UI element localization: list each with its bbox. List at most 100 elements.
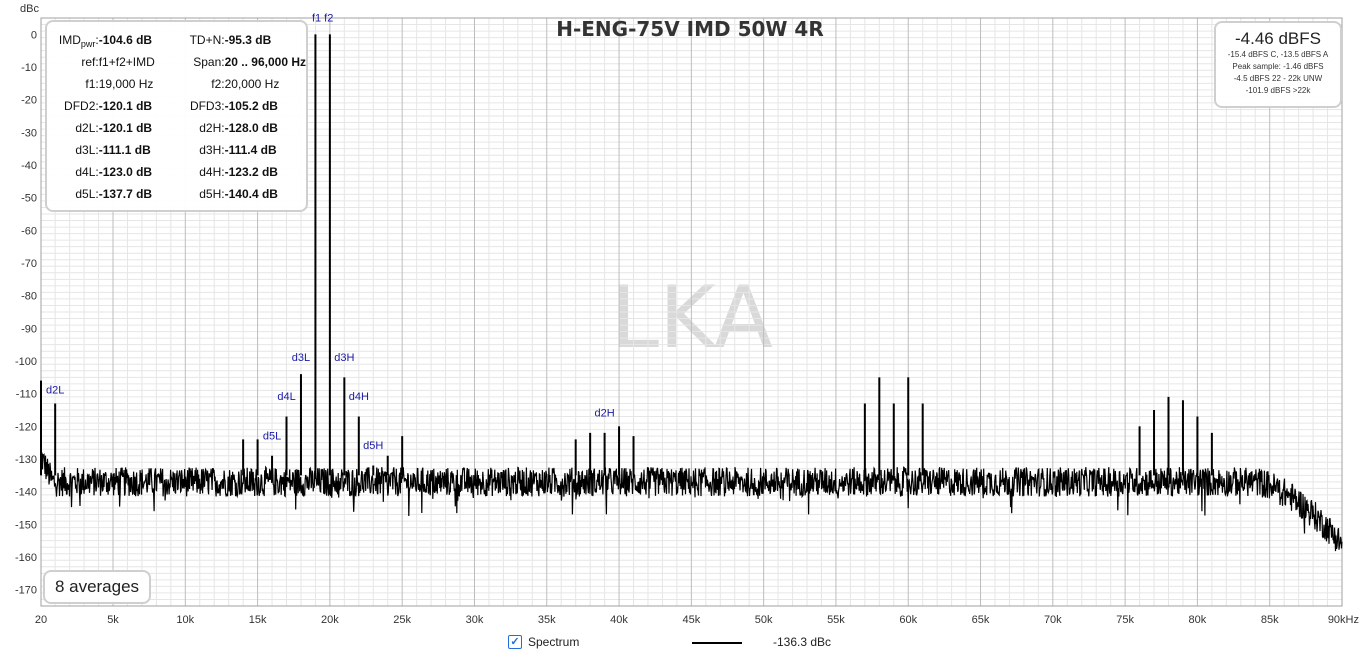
level-line-2: Peak sample: -1.46 dBFS (1232, 62, 1324, 71)
imd-value: -111.4 dB (224, 143, 277, 157)
spectrum-checkbox[interactable]: ✓ (508, 635, 522, 649)
imd-row: ref: f1+f2+IMD Span: 20 .. 96,000 Hz (51, 51, 306, 73)
legend: ✓ Spectrum -136.3 dBc (0, 632, 1362, 652)
y-tick-label: -10 (21, 62, 37, 74)
level-main-value: -4.46 dBFS (1235, 29, 1321, 48)
imd-label: DFD3: (189, 99, 225, 113)
imd-label: d5H: (199, 187, 225, 201)
level-line-1: -15.4 dBFS C, -13.5 dBFS A (1227, 50, 1329, 59)
imd-value: -120.1 dB (98, 121, 153, 135)
imd-value: -123.2 dB (224, 165, 278, 179)
imd-row: f1: 19,000 Hz f2: 20,000 Hz (51, 73, 306, 95)
y-tick-label: -20 (21, 95, 37, 107)
peak-annotation: d3L (292, 352, 310, 364)
y-tick-label: -170 (15, 585, 37, 597)
y-tick-label: -30 (21, 127, 37, 139)
imd-results-panel: IMDpwr: -104.6 dB TD+N: -95.3 dB ref: f1+f2+I… (45, 20, 308, 212)
x-tick-label: 20 (35, 614, 47, 626)
y-tick-label: -80 (21, 291, 37, 303)
imd-label: d3H: (199, 143, 225, 157)
imd-label: d4L: (75, 165, 99, 179)
imd-value: -137.7 dB (98, 187, 153, 201)
imd-row: IMDpwr: -104.6 dB TD+N: -95.3 dB (51, 29, 306, 51)
x-tick-label: 40k (610, 614, 628, 626)
x-tick-label: 25k (393, 614, 411, 626)
level-panel: -4.46 dBFS -15.4 dBFS C, -13.5 dBFS A Pe… (1214, 21, 1342, 108)
imd-row: d3L: -111.1 dB d3H: -111.4 dB (51, 139, 306, 161)
y-axis: 0 -10 -20 -30 -40 -50 -60 -70 -80 -90 -100 -110 -120… (15, 29, 37, 596)
y-tick-label: 0 (31, 29, 37, 41)
y-tick-label: -120 (15, 421, 37, 433)
imd-label: f2: (211, 77, 225, 91)
y-tick-label: -160 (15, 552, 37, 564)
imd-label: f1: (85, 77, 99, 91)
x-tick-label: 5k (107, 614, 119, 626)
legend-series-name[interactable]: Spectrum (528, 635, 580, 649)
y-tick-label: -90 (21, 323, 37, 335)
imd-label: d5L: (75, 187, 99, 201)
legend-cursor-value: -136.3 dBc (773, 635, 832, 649)
y-tick-label: -60 (21, 225, 37, 237)
imd-value: -105.2 dB (224, 99, 278, 113)
x-tick-label: 70k (1044, 614, 1062, 626)
imd-label: DFD2: (64, 99, 99, 113)
imd-label: Span: (193, 55, 225, 69)
imd-label: d2L: (75, 121, 99, 135)
x-tick-label: 45k (682, 614, 700, 626)
peak-annotation: d5L (263, 430, 281, 442)
x-tick-label: 15k (249, 614, 267, 626)
peak-annotation: d3H (334, 352, 354, 364)
peak-annotation: d4H (349, 391, 369, 403)
y-tick-label: -100 (15, 356, 37, 368)
imd-label: TD+N: (189, 33, 225, 47)
imd-row: d5L: -137.7 dB d5H: -140.4 dB (51, 183, 306, 205)
x-axis: 20 5k 10k 15k 20k 25k 30k 35k 40k 45k 50k 55k 60k 65k… (35, 614, 1359, 626)
imd-value: -95.3 dB (224, 33, 272, 47)
peak-annotation: d2L (46, 385, 64, 397)
spectrum-chart: LKA 0-10-20-30-40-50-60-70-80-90-100-110… (15, 3, 1359, 626)
imd-value: -128.0 dB (224, 121, 278, 135)
imd-value: -123.0 dB (98, 165, 153, 179)
imd-results-table: IMDpwr: -104.6 dB TD+N: -95.3 dB ref: f1+f2+I… (51, 29, 306, 205)
imd-label: IMDpwr: (58, 33, 99, 49)
imd-value: 20,000 Hz (224, 77, 280, 91)
y-tick-label: -150 (15, 519, 37, 531)
imd-value: 19,000 Hz (98, 77, 154, 91)
x-tick-label: 35k (538, 614, 556, 626)
imd-row: d4L: -123.0 dB d4H: -123.2 dB (51, 161, 306, 183)
x-tick-label: 60k (899, 614, 917, 626)
series-spectrum (40, 34, 1343, 552)
imd-value: -120.1 dB (98, 99, 153, 113)
imd-label: ref: (81, 55, 99, 69)
x-tick-label: 55k (827, 614, 845, 626)
legend-line-swatch (692, 642, 742, 644)
imd-label: d4H: (199, 165, 225, 179)
chart-title: H-ENG-75V IMD 50W 4R (556, 17, 824, 41)
y-tick-label: -50 (21, 193, 37, 205)
annotations: f1 f2 d2L d3L d3H d4L d4H d5L d5H d2H (46, 12, 615, 452)
y-tick-label: -140 (15, 487, 37, 499)
level-line-4: -101.9 dBFS >22k (1245, 86, 1311, 95)
peak-annotation: f1 f2 (312, 12, 333, 24)
y-tick-label: -130 (15, 454, 37, 466)
imd-value: -104.6 dB (98, 33, 153, 47)
x-tick-label: 10k (176, 614, 194, 626)
x-tick-label: 20k (321, 614, 339, 626)
x-tick-label: 90kHz (1328, 614, 1359, 626)
averages-badge: 8 averages (43, 570, 151, 604)
peak-annotation: d4L (277, 391, 295, 403)
y-axis-label: dBc (20, 3, 39, 15)
peak-annotation: d2H (595, 408, 615, 420)
peak-annotation: d5H (363, 440, 383, 452)
level-line-3: -4.5 dBFS 22 - 22k UNW (1233, 74, 1323, 83)
y-tick-label: -70 (21, 258, 37, 270)
x-tick-label: 65k (972, 614, 990, 626)
imd-label: d3L: (75, 143, 99, 157)
imd-row: d2L: -120.1 dB d2H: -128.0 dB (51, 117, 306, 139)
imd-row: DFD2: -120.1 dB DFD3: -105.2 dB (51, 95, 306, 117)
x-tick-label: 85k (1261, 614, 1279, 626)
x-tick-label: 30k (466, 614, 484, 626)
plot-area[interactable] (40, 17, 1343, 607)
imd-value: 20 .. 96,000 Hz (224, 55, 306, 69)
imd-value: -140.4 dB (224, 187, 278, 201)
